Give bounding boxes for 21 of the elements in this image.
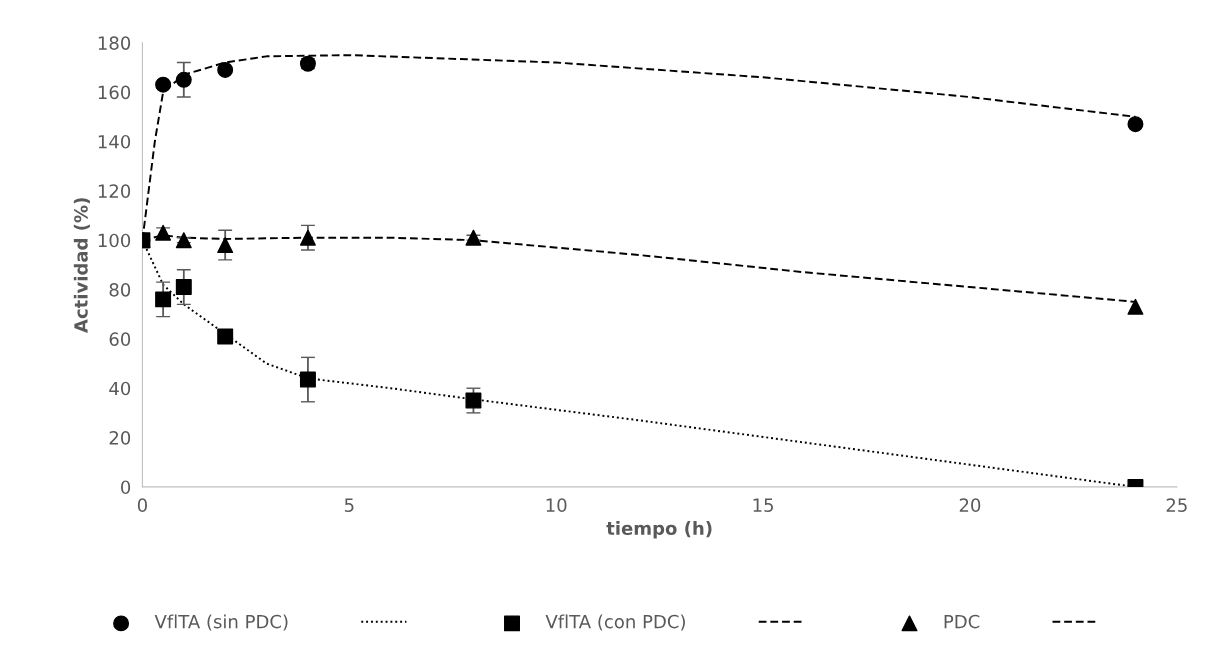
y-tick-label: 140 xyxy=(98,134,131,149)
x-tick-label: 25 xyxy=(1166,498,1187,513)
x-tick-label: 0 xyxy=(137,498,147,513)
y-tick-label: 80 xyxy=(109,282,131,297)
x-tick-label: 15 xyxy=(753,498,773,513)
y-tick-label: 100 xyxy=(98,233,131,248)
legend-label: VflTA (con PDC) xyxy=(545,614,685,631)
y-tick-label: 0 xyxy=(121,480,131,495)
x-tick-label: 5 xyxy=(344,498,354,513)
x-axis-title: tiempo (h) xyxy=(606,521,712,539)
y-tick-label: 60 xyxy=(109,332,131,346)
y-tick-label: 20 xyxy=(109,431,131,445)
legend-label: VflTA (sin PDC) xyxy=(154,614,288,631)
x-tick-label: 20 xyxy=(959,498,981,513)
y-tick-label: 160 xyxy=(98,85,131,100)
legend-label: PDC xyxy=(944,614,980,629)
y-axis-title: Actividad (%) xyxy=(73,198,90,333)
y-tick-label: 180 xyxy=(98,36,131,50)
y-tick-label: 120 xyxy=(98,184,131,198)
x-tick-label: 10 xyxy=(546,498,567,513)
y-tick-label: 40 xyxy=(109,381,131,396)
